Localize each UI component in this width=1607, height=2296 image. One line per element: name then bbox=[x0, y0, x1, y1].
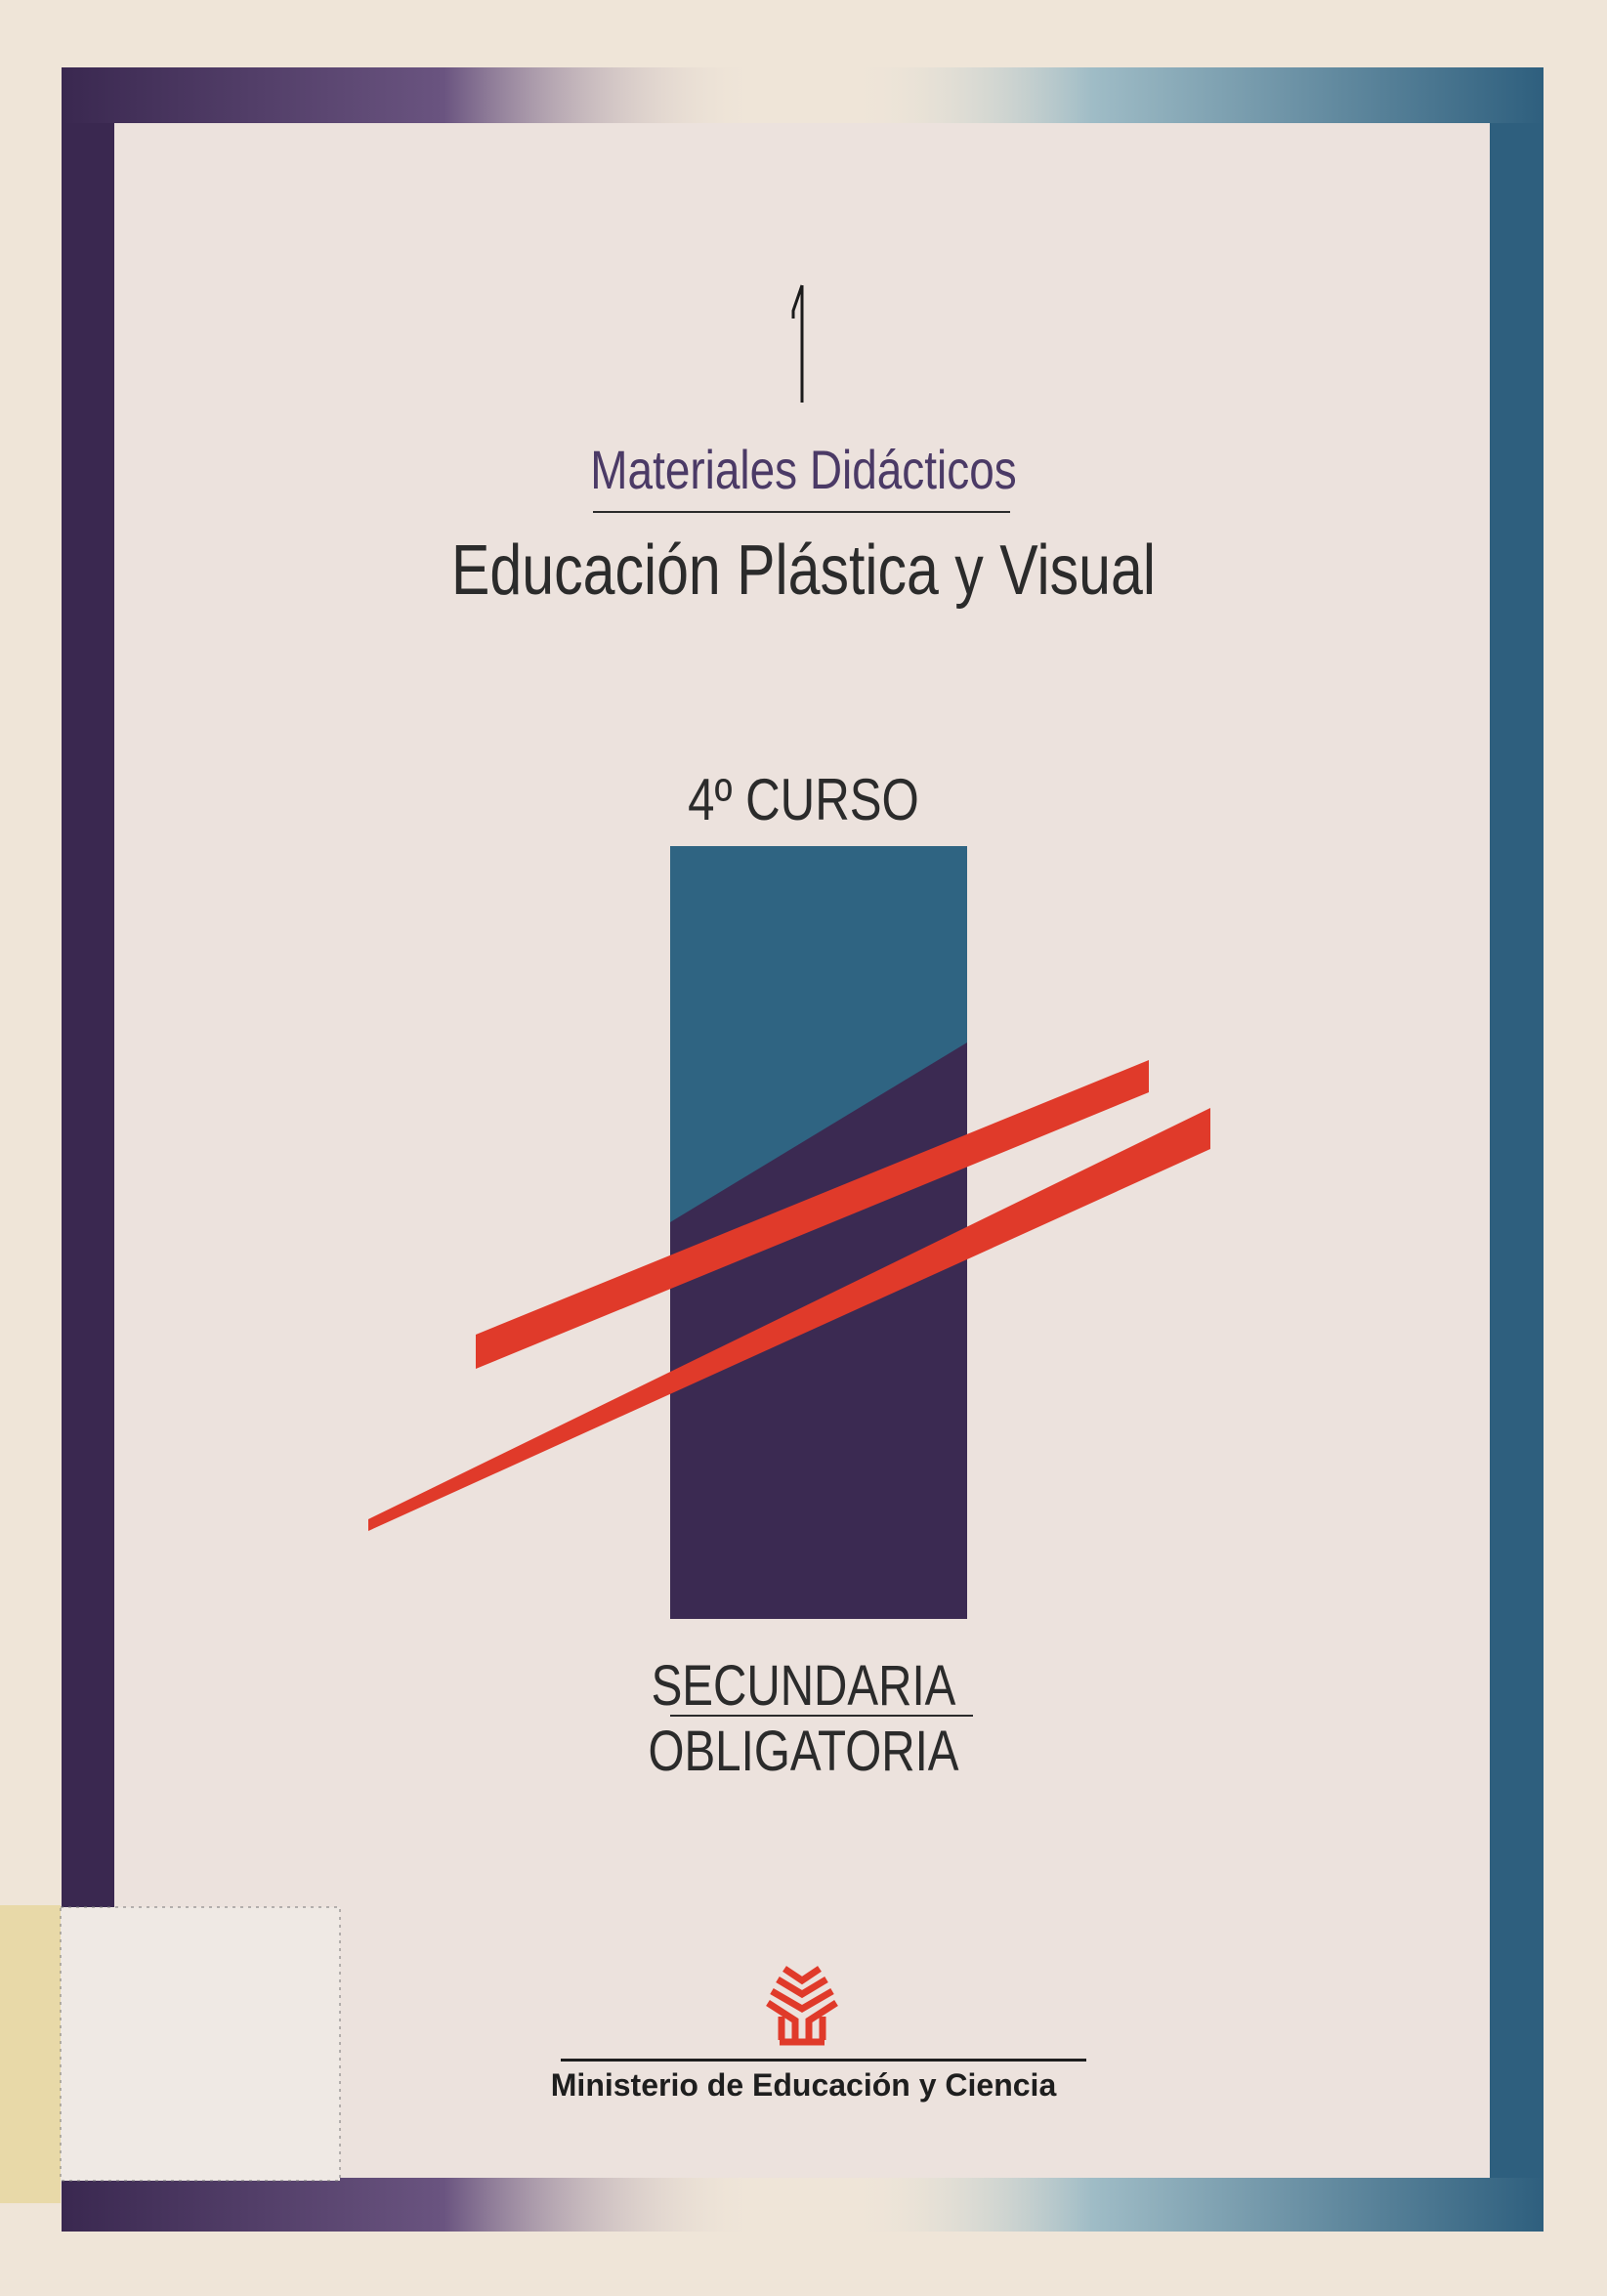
frame-right bbox=[1490, 67, 1544, 2232]
publisher-name: Ministerio de Educación y Ciencia bbox=[550, 2067, 1057, 2103]
level-divider bbox=[670, 1715, 973, 1717]
frame-bottom-right bbox=[850, 2178, 1544, 2232]
red-stripe-lower bbox=[368, 1108, 1210, 1531]
frame-left bbox=[62, 67, 114, 2232]
level-line-2: OBLIGATORIA bbox=[648, 1720, 959, 1783]
series-title: Materiales Didácticos bbox=[590, 439, 1017, 500]
book-title: Educación Plástica y Visual bbox=[451, 531, 1156, 610]
library-sticker bbox=[60, 1906, 341, 2182]
library-spine-label bbox=[0, 1905, 61, 2203]
series-underline bbox=[593, 511, 1010, 513]
course-label: 4º CURSO bbox=[688, 767, 919, 832]
level-line-1: SECUNDARIA bbox=[651, 1654, 956, 1718]
mec-tree-logo-icon bbox=[766, 1966, 838, 2046]
volume-number-glyph bbox=[791, 284, 804, 403]
frame-bottom-left bbox=[62, 2178, 757, 2232]
red-stripe-upper bbox=[476, 1060, 1149, 1369]
publisher-divider bbox=[561, 2059, 1086, 2062]
frame-top-left bbox=[62, 67, 757, 123]
frame-top-right bbox=[850, 67, 1544, 123]
